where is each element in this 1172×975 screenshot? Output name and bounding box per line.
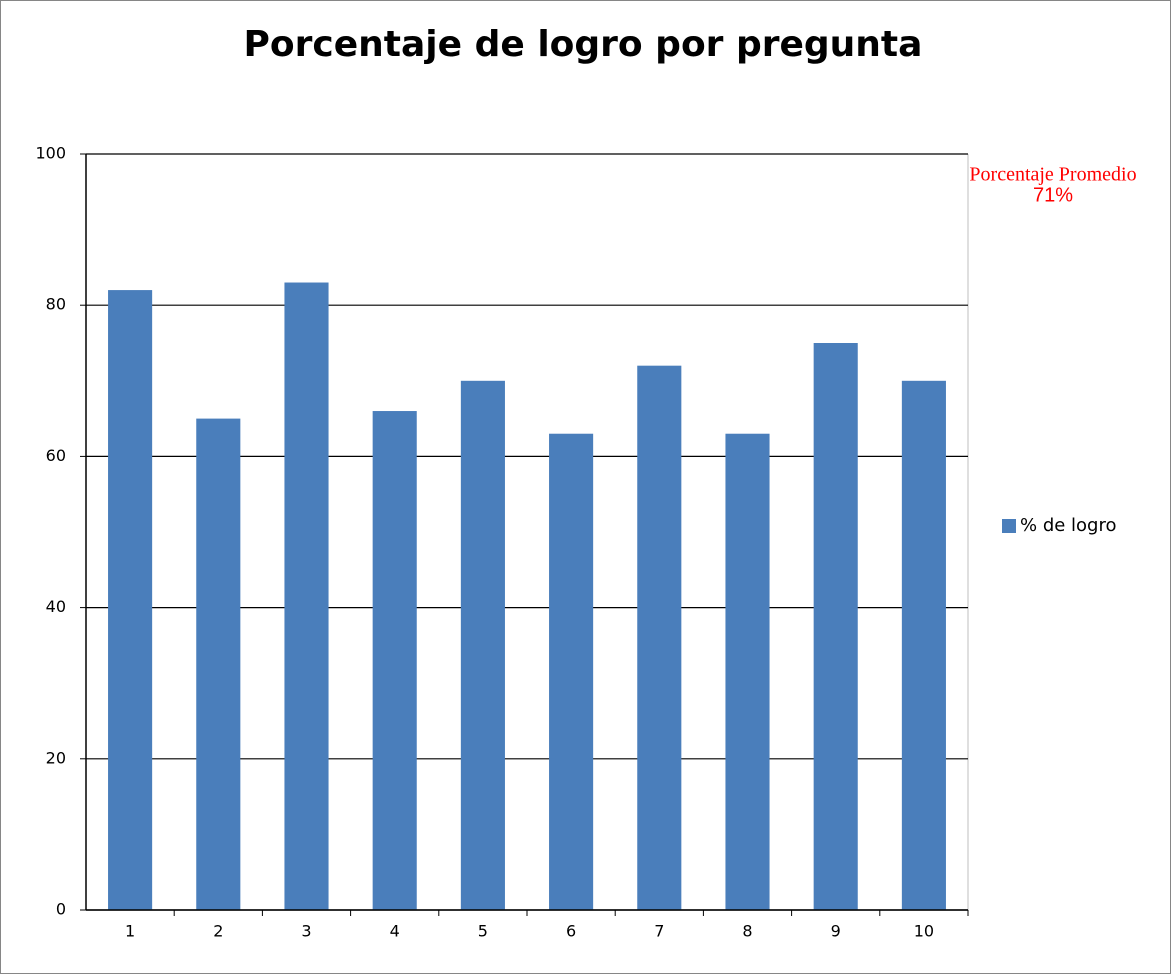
y-tick-label: 0 <box>56 900 66 919</box>
x-tick-label: 7 <box>654 922 664 941</box>
x-tick-label: 2 <box>213 922 223 941</box>
bar <box>901 380 946 910</box>
y-tick-label: 20 <box>46 748 66 767</box>
x-tick-label: 10 <box>914 922 934 941</box>
x-tick-label: 5 <box>478 922 488 941</box>
x-tick-label: 8 <box>742 922 752 941</box>
x-tick-label: 3 <box>301 922 311 941</box>
bar <box>284 282 329 910</box>
y-tick-label: 60 <box>46 446 66 465</box>
legend-swatch <box>1002 519 1016 533</box>
x-tick-label: 9 <box>831 922 841 941</box>
legend-label: % de logro <box>1020 515 1117 536</box>
x-tick-label: 4 <box>390 922 400 941</box>
bar <box>372 411 417 910</box>
x-tick-label: 6 <box>566 922 576 941</box>
annotation: 71% <box>1033 184 1073 206</box>
bar <box>108 290 153 911</box>
y-tick-label: 100 <box>35 144 66 163</box>
bar <box>725 433 770 910</box>
bar <box>813 343 858 910</box>
x-tick-label: 1 <box>125 922 135 941</box>
annotation: Porcentaje Promedio <box>969 164 1136 186</box>
chart-title: Porcentaje de logro por pregunta <box>244 24 923 65</box>
y-tick-label: 40 <box>46 597 66 616</box>
y-tick-label: 80 <box>46 295 66 314</box>
bar <box>637 365 682 910</box>
bar <box>196 418 241 910</box>
bar <box>460 380 505 910</box>
bar <box>549 433 594 910</box>
